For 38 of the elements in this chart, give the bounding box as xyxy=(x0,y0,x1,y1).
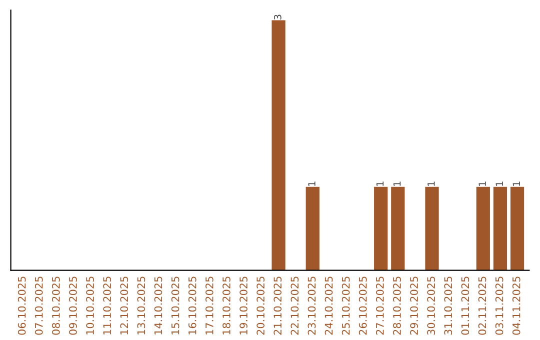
data-label: 1 xyxy=(376,182,384,186)
x-tick-label: 31.10.2025 xyxy=(444,276,452,335)
data-label: 1 xyxy=(512,182,520,186)
x-tick-label: 23.10.2025 xyxy=(308,276,316,335)
x-tick-label: 20.10.2025 xyxy=(256,276,264,335)
x-tick-label: 11.10.2025 xyxy=(103,276,112,334)
x-tick-label: 15.10.2025 xyxy=(171,276,180,334)
x-tick-label: 27.10.2025 xyxy=(376,276,384,335)
x-tick-label: 22.10.2025 xyxy=(290,276,299,335)
x-tick-label: 03.11.2025 xyxy=(495,276,504,335)
data-label: 1 xyxy=(393,182,401,186)
x-tick-label: 08.10.2025 xyxy=(52,276,60,335)
x-tick-label: 04.11.2025 xyxy=(512,276,520,335)
data-label: 1 xyxy=(478,182,486,186)
data-label: 3 xyxy=(274,14,282,20)
x-tick-label: 14.10.2025 xyxy=(154,276,162,334)
x-tick-label: 26.10.2025 xyxy=(358,276,367,335)
x-tick-label: 24.10.2025 xyxy=(324,276,333,335)
x-tick-label: 25.10.2025 xyxy=(342,276,350,335)
x-tick-label: 28.10.2025 xyxy=(393,276,401,335)
x-tick-label: 19.10.2025 xyxy=(240,276,248,334)
x-tick-label: 07.10.2025 xyxy=(34,276,43,335)
x-tick-label: 09.10.2025 xyxy=(69,276,77,335)
x-tick-label: 01.11.2025 xyxy=(461,276,470,335)
x-tick-label: 30.10.2025 xyxy=(427,276,436,335)
data-label: 1 xyxy=(496,182,503,186)
x-tick-label: 16.10.2025 xyxy=(188,276,196,334)
data-label: 1 xyxy=(308,182,316,186)
data-label: 1 xyxy=(428,182,435,186)
x-tick-label: 21.10.2025 xyxy=(274,276,282,335)
x-tick-label: 10.10.2025 xyxy=(86,276,94,334)
x-tick-label: 02.11.2025 xyxy=(478,276,486,335)
x-tick-label: 29.10.2025 xyxy=(410,276,418,335)
x-tick-label: 06.10.2025 xyxy=(18,276,26,335)
x-tick-label: 17.10.2025 xyxy=(205,276,214,334)
x-tick-label: 12.10.2025 xyxy=(120,276,128,334)
x-tick-label: 13.10.2025 xyxy=(137,276,146,334)
x-tick-label: 18.10.2025 xyxy=(222,276,230,334)
